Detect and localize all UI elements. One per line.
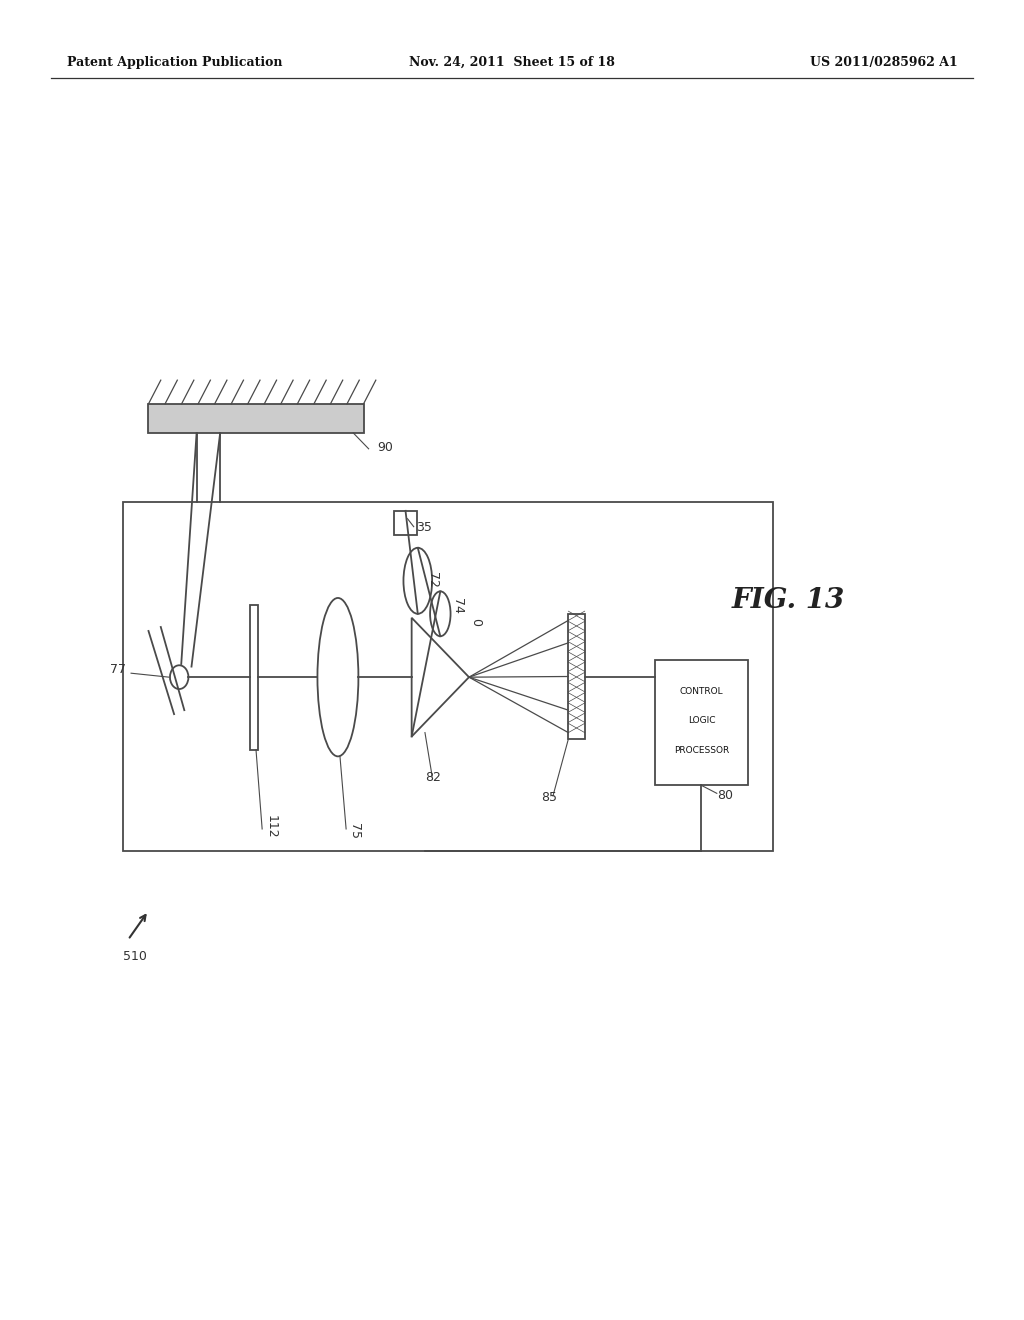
Bar [148, 404, 364, 433]
Text: PROCESSOR: PROCESSOR [674, 746, 729, 755]
Bar [250, 605, 258, 750]
Text: LOGIC: LOGIC [688, 715, 715, 725]
Text: FIG. 13: FIG. 13 [732, 587, 845, 614]
Text: 35: 35 [416, 520, 432, 533]
Text: Patent Application Publication: Patent Application Publication [67, 55, 282, 69]
Text: 90: 90 [377, 441, 393, 454]
Text: 82: 82 [425, 771, 441, 784]
Text: Nov. 24, 2011  Sheet 15 of 18: Nov. 24, 2011 Sheet 15 of 18 [409, 55, 615, 69]
Text: 74: 74 [451, 598, 464, 614]
Bar [123, 502, 773, 851]
Text: 85: 85 [541, 791, 557, 804]
Ellipse shape [317, 598, 358, 756]
Text: 112: 112 [264, 814, 278, 838]
Ellipse shape [430, 591, 451, 636]
Text: 77: 77 [110, 663, 126, 676]
Ellipse shape [403, 548, 432, 614]
Bar [568, 614, 585, 739]
Bar [394, 511, 417, 535]
Text: 75: 75 [348, 822, 361, 838]
Text: 80: 80 [717, 788, 733, 801]
Text: CONTROL: CONTROL [680, 686, 723, 696]
Text: US 2011/0285962 A1: US 2011/0285962 A1 [810, 55, 957, 69]
Text: 510: 510 [123, 950, 146, 964]
Polygon shape [412, 618, 469, 737]
Text: 0: 0 [469, 618, 482, 626]
Bar [655, 660, 748, 785]
Text: 72: 72 [426, 572, 439, 587]
